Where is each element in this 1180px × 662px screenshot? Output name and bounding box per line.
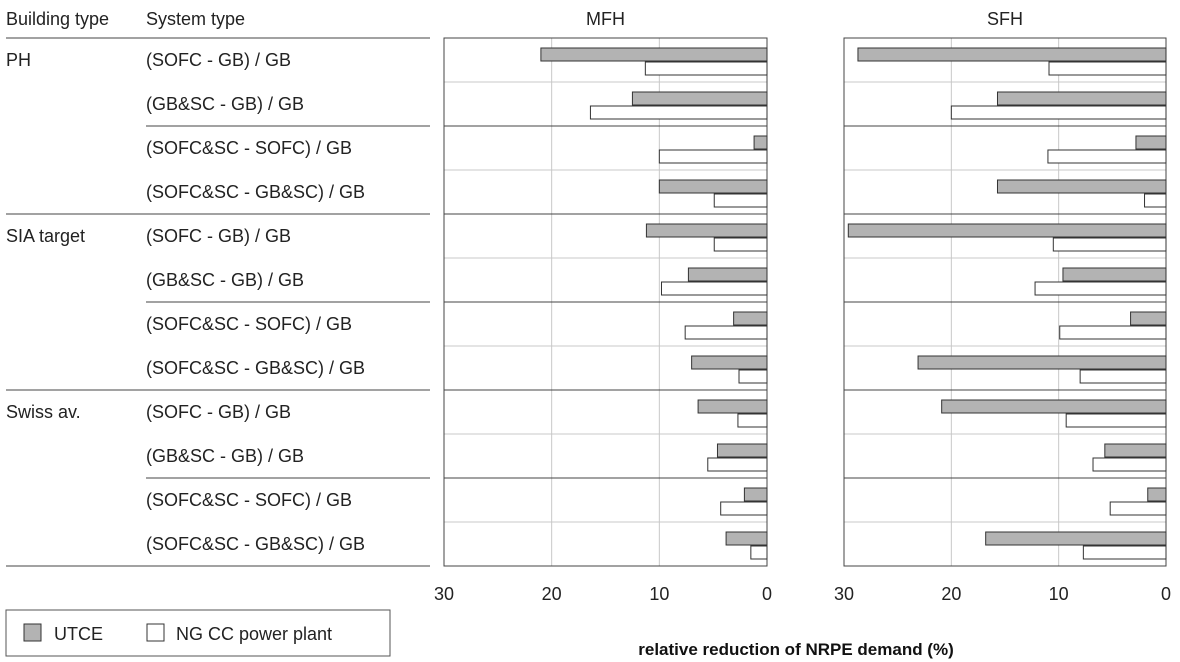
bar-ngcc <box>684 325 768 340</box>
system-type-label: (SOFC&SC - SOFC) / GB <box>146 490 352 510</box>
system-type-label: (SOFC - GB) / GB <box>146 402 291 422</box>
x-tick-label: 10 <box>1049 584 1069 604</box>
bar-ngcc <box>660 281 768 296</box>
bar-ngcc <box>658 149 768 164</box>
bar-utce <box>996 91 1167 106</box>
system-type-label: (SOFC - GB) / GB <box>146 226 291 246</box>
system-type-label: (SOFC&SC - GB&SC) / GB <box>146 182 365 202</box>
bar-utce <box>1104 443 1167 458</box>
building-type-label: SIA target <box>6 226 85 246</box>
panel-title: MFH <box>586 9 625 29</box>
bar-ngcc <box>1034 281 1167 296</box>
bar-utce <box>847 223 1167 238</box>
system-type-label: (GB&SC - GB) / GB <box>146 270 304 290</box>
legend-label-utce: UTCE <box>54 624 103 644</box>
x-tick-label: 0 <box>1161 584 1171 604</box>
building-type-label: PH <box>6 50 31 70</box>
bar-utce <box>1147 487 1167 502</box>
panel-mfh: MFH 30 20 10 0 <box>434 9 772 604</box>
bar-utce <box>725 531 768 546</box>
bar-utce <box>631 91 768 106</box>
bar-utce <box>985 531 1167 546</box>
system-type-header: System type <box>146 9 245 29</box>
bar-ngcc <box>1079 369 1167 384</box>
bar-utce <box>996 179 1167 194</box>
bar-utce <box>1062 267 1167 282</box>
bar-ngcc <box>1047 149 1167 164</box>
bar-utce <box>687 267 768 282</box>
bar-ngcc <box>713 193 768 208</box>
bar-utce <box>941 399 1167 414</box>
bar-ngcc <box>1092 457 1167 472</box>
building-type-header: Building type <box>6 9 109 29</box>
x-tick-label: 20 <box>941 584 961 604</box>
bar-ngcc <box>644 61 768 76</box>
bar-utce <box>917 355 1167 370</box>
x-tick-label: 30 <box>834 584 854 604</box>
bar-utce <box>753 135 768 150</box>
panel-sfh: SFH 30 20 10 0 <box>834 9 1171 604</box>
bar-ngcc <box>750 545 768 560</box>
system-type-label: (GB&SC - GB) / GB <box>146 94 304 114</box>
bar-ngcc <box>1059 325 1167 340</box>
bar-utce <box>716 443 768 458</box>
bar-ngcc <box>950 105 1167 120</box>
bar-ngcc <box>1065 413 1167 428</box>
system-type-label: (SOFC&SC - GB&SC) / GB <box>146 534 365 554</box>
bar-ngcc <box>1048 61 1167 76</box>
system-type-label: (SOFC - GB) / GB <box>146 50 291 70</box>
bar-utce <box>697 399 768 414</box>
x-tick-label: 0 <box>762 584 772 604</box>
category-table: Building type System type PH (SOFC - GB) … <box>6 9 430 567</box>
bar-utce <box>733 311 768 326</box>
x-tick-label: 20 <box>542 584 562 604</box>
legend-label-ngcc: NG CC power plant <box>176 624 332 644</box>
bar-ngcc <box>1052 237 1167 252</box>
system-type-label: (SOFC&SC - SOFC) / GB <box>146 138 352 158</box>
system-type-label: (GB&SC - GB) / GB <box>146 446 304 466</box>
legend-swatch-utce <box>23 623 42 642</box>
bar-utce <box>1135 135 1167 150</box>
bar-utce <box>645 223 768 238</box>
bar-ngcc <box>589 105 768 120</box>
panel-frame <box>443 37 768 567</box>
bar-utce <box>1130 311 1167 326</box>
system-type-label: (SOFC&SC - SOFC) / GB <box>146 314 352 334</box>
legend-swatch-ngcc <box>146 623 165 642</box>
legend-box <box>5 609 391 657</box>
bar-ngcc <box>1144 193 1167 208</box>
bar-ngcc <box>720 501 768 516</box>
bar-ngcc <box>738 369 768 384</box>
bar-utce <box>857 47 1167 62</box>
bar-ngcc <box>1109 501 1167 516</box>
panel-frame <box>843 37 1167 567</box>
legend: UTCE NG CC power plant <box>5 609 391 657</box>
panel-title: SFH <box>987 9 1023 29</box>
bar-ngcc <box>1082 545 1167 560</box>
bar-ngcc <box>713 237 768 252</box>
bar-ngcc <box>737 413 768 428</box>
bar-utce <box>743 487 768 502</box>
system-type-label: (SOFC&SC - GB&SC) / GB <box>146 358 365 378</box>
bar-utce <box>691 355 768 370</box>
x-tick-label: 30 <box>434 584 454 604</box>
bar-utce <box>540 47 768 62</box>
bar-ngcc <box>707 457 768 472</box>
x-tick-label: 10 <box>649 584 669 604</box>
panels: MFH 30 20 10 0 SFH 30 20 10 0 <box>434 9 1171 604</box>
bar-utce <box>658 179 768 194</box>
building-type-label: Swiss av. <box>6 402 81 422</box>
x-axis-label: relative reduction of NRPE demand (%) <box>638 640 954 659</box>
